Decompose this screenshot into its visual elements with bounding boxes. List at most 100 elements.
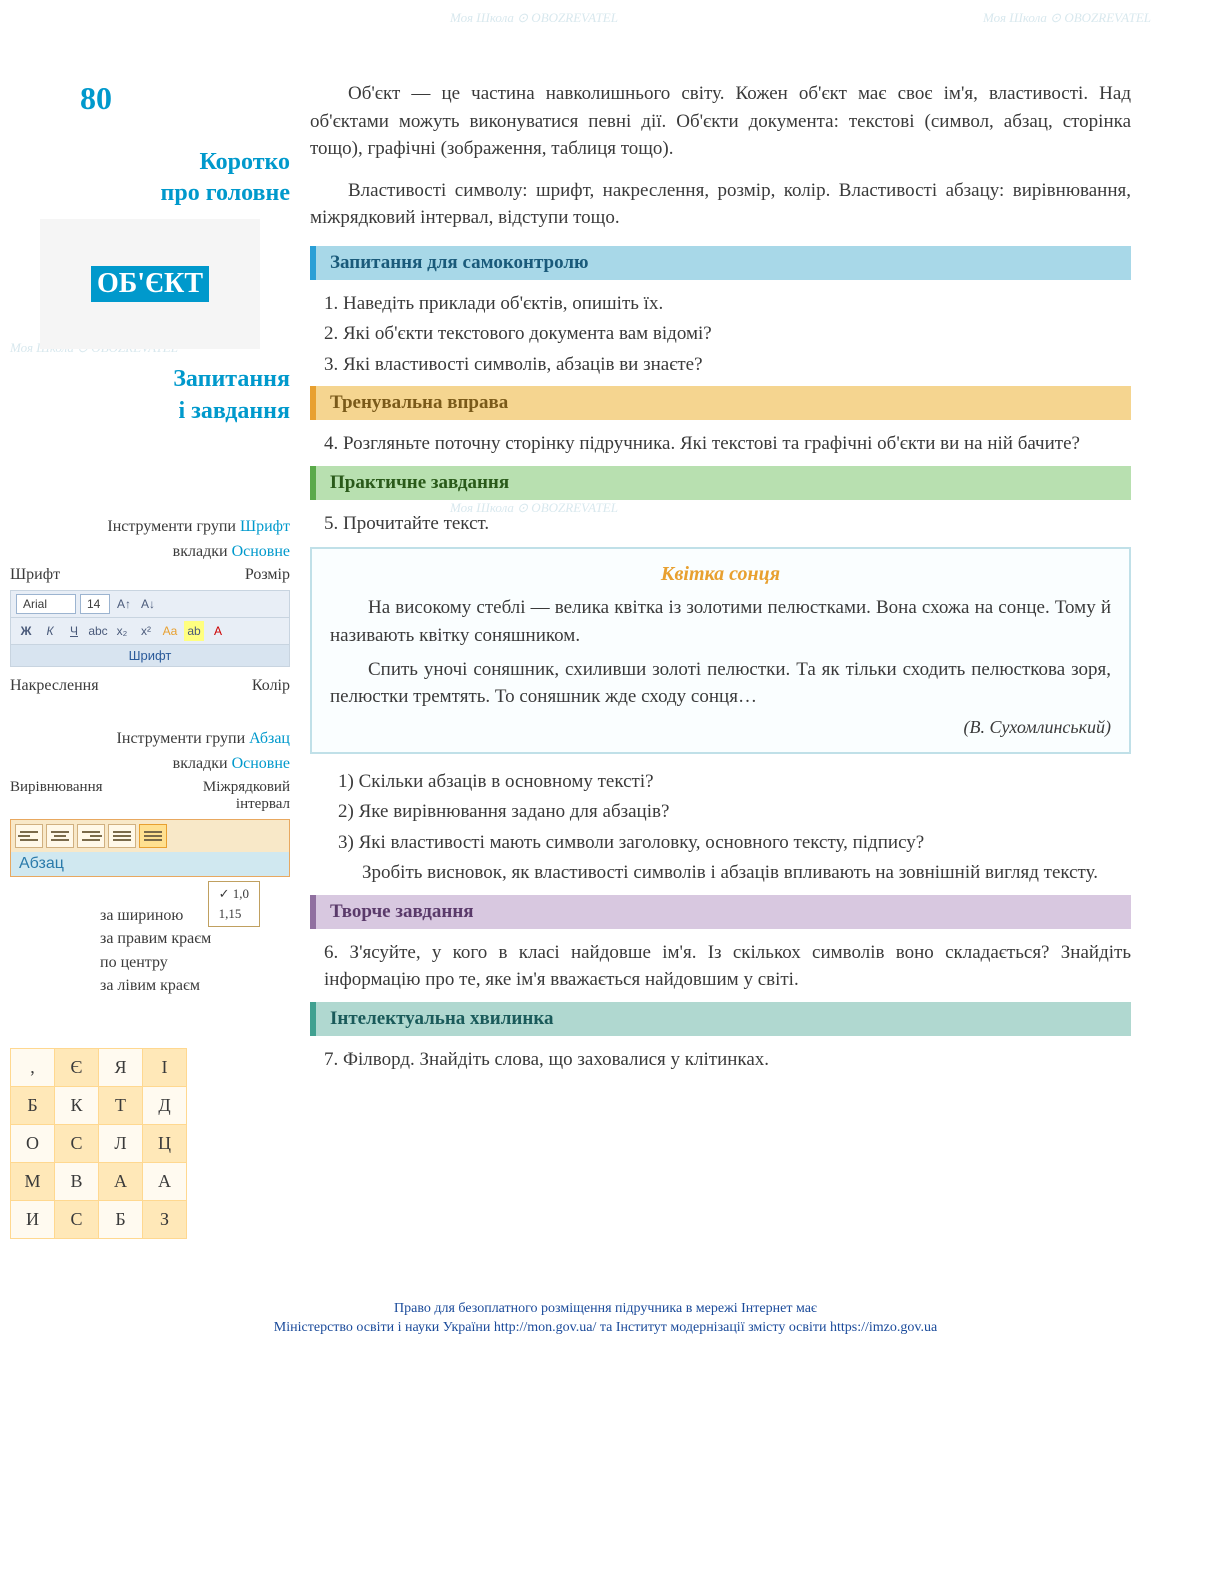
questions-heading-l2: і завдання xyxy=(10,396,290,427)
align-label-center: по центру xyxy=(100,952,290,974)
grid-cell: І xyxy=(143,1048,187,1086)
footer-line1: Право для безоплатного розміщення підруч… xyxy=(40,1299,1171,1319)
q5: 5. Прочитайте текст. xyxy=(324,510,1131,538)
story-author: (В. Сухомлинський) xyxy=(330,717,1111,738)
q3: 3. Які властивості символів, абзаців ви … xyxy=(324,351,1131,379)
q4: 4. Розгляньте поточну сторінку підручник… xyxy=(324,430,1131,458)
grid-cell: З xyxy=(143,1200,187,1238)
sidebar: 80 Коротко про головне ОБ'ЄКТ Запитання … xyxy=(0,80,290,1239)
summary-heading: Коротко про головне xyxy=(10,147,290,209)
spacing-option-115[interactable]: 1,15 xyxy=(211,904,257,924)
filword-grid: ,ЄЯІБКТДОСЛЦМВААИСБЗ xyxy=(10,1048,187,1239)
font-callout-color: Колір xyxy=(252,677,290,695)
story-title: Квітка сонця xyxy=(330,563,1111,586)
section-practical: Практичне завдання xyxy=(310,466,1131,500)
grid-cell: И xyxy=(11,1200,55,1238)
bold-button[interactable]: Ж xyxy=(16,621,36,641)
paragraph-toolbar: Абзац xyxy=(10,819,290,877)
grid-cell: М xyxy=(11,1162,55,1200)
font-color-button[interactable]: A xyxy=(208,621,228,641)
sub-q3: 3) Які властивості мають символи заголов… xyxy=(338,829,1131,857)
grid-cell: А xyxy=(99,1162,143,1200)
font-callouts-bottom: Накреслення Колір xyxy=(10,677,290,695)
font-toolbar: Arial 14 A↑ A↓ Ж К Ч abc x₂ x² Aa ab A Ш… xyxy=(10,590,290,667)
questions-heading: Запитання і завдання xyxy=(10,364,290,426)
story-p2: Спить уночі соняшник, схиливши золоті пе… xyxy=(330,656,1111,711)
align-justify-button[interactable] xyxy=(108,824,136,848)
font-group-label: Інструменти групи Шрифт xyxy=(10,517,290,538)
q7: 7. Філворд. Знайдіть слова, що заховалис… xyxy=(324,1046,1131,1074)
align-right-button[interactable] xyxy=(77,824,105,848)
grid-cell: А xyxy=(143,1162,187,1200)
section-intellectual: Інтелектуальна хвилинка xyxy=(310,1002,1131,1036)
grid-cell: В xyxy=(55,1162,99,1200)
superscript-button[interactable]: x² xyxy=(136,621,156,641)
align-label-justify: за шириною xyxy=(100,905,290,927)
q6: 6. З'ясуйте, у кого в класі найдовше ім'… xyxy=(324,939,1131,994)
align-center-button[interactable] xyxy=(46,824,74,848)
para-group-label: Інструменти групи Абзац xyxy=(10,729,290,750)
grid-cell: Д xyxy=(143,1086,187,1124)
intro-p2: Властивості символу: шрифт, накреслення,… xyxy=(310,177,1131,232)
grid-cell: О xyxy=(11,1124,55,1162)
section-training: Тренувальна вправа xyxy=(310,386,1131,420)
intro-p1: Об'єкт — це частина навколишнього світу.… xyxy=(310,80,1131,163)
strike-button[interactable]: abc xyxy=(88,621,108,641)
shrink-font-button[interactable]: A↓ xyxy=(138,594,158,614)
para-tab-label: вкладки Основне xyxy=(10,754,290,775)
summary-heading-l2: про головне xyxy=(10,178,290,209)
grid-cell: С xyxy=(55,1124,99,1162)
grid-cell: Т xyxy=(99,1086,143,1124)
para-callout-align: Вирівнювання xyxy=(10,779,103,813)
font-tab-label: вкладки Основне xyxy=(10,542,290,563)
wordcloud-image: ОБ'ЄКТ xyxy=(40,219,260,349)
line-spacing-button[interactable] xyxy=(139,824,167,848)
align-label-right: за правим краєм xyxy=(100,928,290,950)
grid-cell: К xyxy=(55,1086,99,1124)
section-creative: Творче завдання xyxy=(310,895,1131,929)
para-callout-spacing: Міжрядковий інтервал xyxy=(203,779,290,813)
questions-heading-l1: Запитання xyxy=(10,364,290,395)
grow-font-button[interactable]: A↑ xyxy=(114,594,134,614)
main-content: Об'єкт — це частина навколишнього світу.… xyxy=(310,80,1171,1239)
grid-cell: Б xyxy=(11,1086,55,1124)
q1: 1. Наведіть приклади об'єктів, опишіть ї… xyxy=(324,290,1131,318)
sub-q1: 1) Скільки абзаців в основному тексті? xyxy=(338,768,1131,796)
conclusion: Зробіть висновок, як властивості символі… xyxy=(324,859,1131,887)
font-callout-size: Розмір xyxy=(245,566,290,584)
grid-cell: Л xyxy=(99,1124,143,1162)
q2: 2. Які об'єкти текстового документа вам … xyxy=(324,320,1131,348)
subscript-button[interactable]: x₂ xyxy=(112,621,132,641)
story-p1: На високому стеблі — велика квітка із зо… xyxy=(330,594,1111,649)
grid-cell: Б xyxy=(99,1200,143,1238)
align-left-button[interactable] xyxy=(15,824,43,848)
section-selfcheck: Запитання для самоконтролю xyxy=(310,246,1131,280)
font-name-dropdown[interactable]: Arial xyxy=(16,594,76,614)
font-callout-name: Шрифт xyxy=(10,566,60,584)
para-callouts: Вирівнювання Міжрядковий інтервал xyxy=(10,779,290,813)
align-label-left: за лівим краєм xyxy=(100,975,290,997)
summary-heading-l1: Коротко xyxy=(10,147,290,178)
grid-cell: Є xyxy=(55,1048,99,1086)
font-toolbar-caption: Шрифт xyxy=(11,645,289,666)
grid-cell: , xyxy=(11,1048,55,1086)
footer-line2: Міністерство освіти і науки України http… xyxy=(40,1318,1171,1338)
grid-cell: С xyxy=(55,1200,99,1238)
story-box: Квітка сонця На високому стеблі — велика… xyxy=(310,547,1131,753)
page-number: 80 xyxy=(80,80,290,117)
text-effects-button[interactable]: Aa xyxy=(160,621,180,641)
font-callouts-top: Шрифт Розмір xyxy=(10,566,290,584)
underline-button[interactable]: Ч xyxy=(64,621,84,641)
wordcloud-main-word: ОБ'ЄКТ xyxy=(91,266,209,302)
grid-cell: Я xyxy=(99,1048,143,1086)
line-spacing-menu[interactable]: ✓ 1,0 1,15 xyxy=(208,881,260,927)
para-toolbar-caption: Абзац xyxy=(11,852,289,876)
font-callout-style: Накреслення xyxy=(10,677,99,695)
italic-button[interactable]: К xyxy=(40,621,60,641)
highlight-button[interactable]: ab xyxy=(184,621,204,641)
sub-q2: 2) Яке вирівнювання задано для абзаців? xyxy=(338,798,1131,826)
grid-cell: Ц xyxy=(143,1124,187,1162)
footer: Право для безоплатного розміщення підруч… xyxy=(0,1279,1211,1368)
spacing-option-1[interactable]: ✓ 1,0 xyxy=(211,884,257,904)
font-size-dropdown[interactable]: 14 xyxy=(80,594,110,614)
